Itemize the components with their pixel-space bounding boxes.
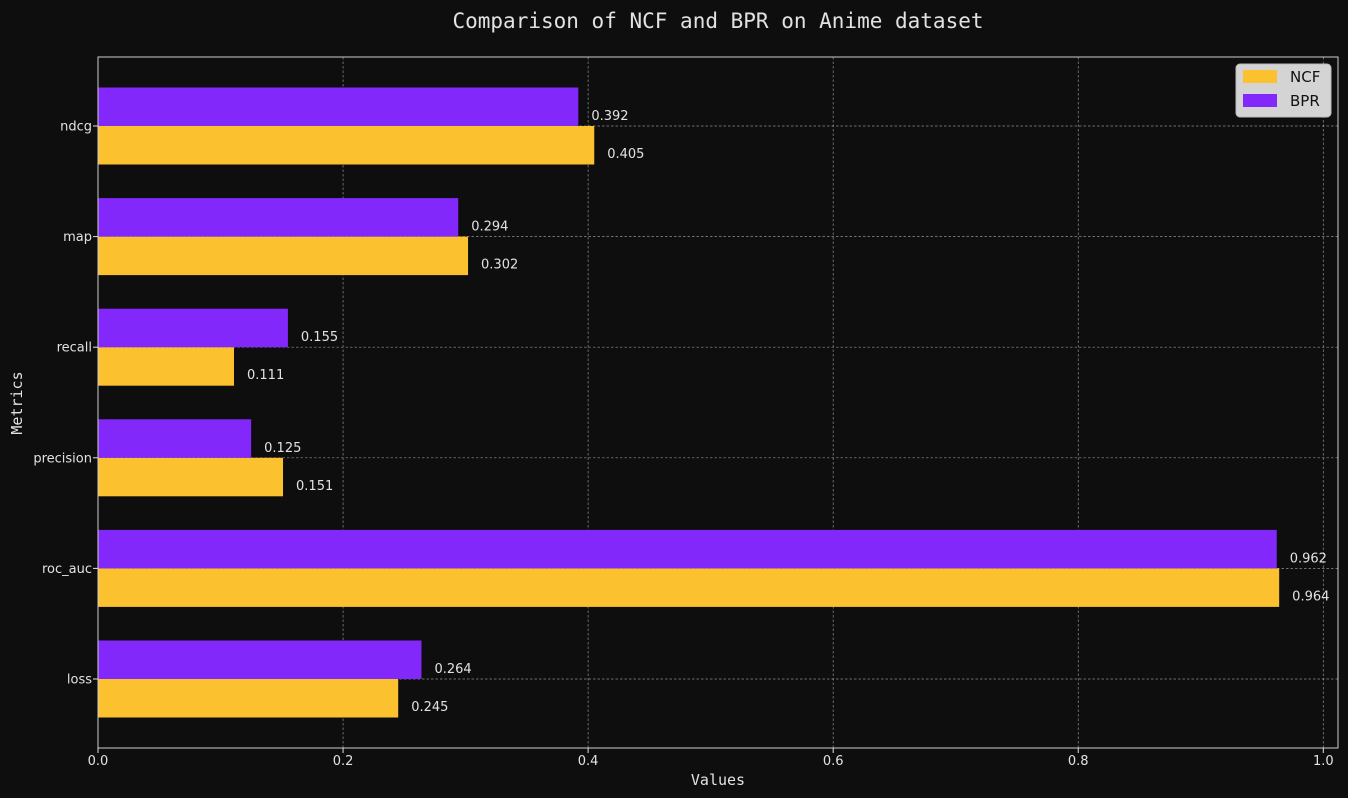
bar-ncf-precision — [98, 457, 284, 497]
value-label-bpr-precision: 0.125 — [264, 441, 301, 456]
plot-area — [98, 57, 1338, 748]
x-tick-label: 0.4 — [578, 754, 599, 769]
bar-ncf-loss — [98, 679, 399, 718]
value-label-ncf-map: 0.302 — [481, 258, 518, 273]
y-axis-label: Metrics — [8, 371, 26, 434]
ticks-layer: 0.0 0.2 0.4 0.6 0.8 1.0 loss roc_auc precision re… — [33, 120, 1333, 770]
bar-bpr-map — [98, 198, 459, 237]
x-axis-label: Values — [691, 771, 745, 789]
plot-frame — [97, 56, 1339, 749]
x-tick-label: 1.0 — [1313, 754, 1334, 769]
x-tick-label: 0.0 — [88, 754, 109, 769]
legend-label-bpr: BPR — [1290, 92, 1320, 110]
bar-bpr-loss — [98, 640, 422, 679]
value-label-bpr-map: 0.294 — [471, 220, 508, 235]
value-label-ncf-ndcg: 0.405 — [607, 147, 644, 162]
x-tick-label: 0.2 — [333, 754, 354, 769]
x-tick-label: 0.8 — [1068, 754, 1089, 769]
value-label-bpr-roc_auc: 0.962 — [1290, 551, 1327, 566]
value-label-ncf-precision: 0.151 — [296, 479, 333, 494]
y-tick-label-loss: loss — [67, 673, 92, 688]
legend-label-ncf: NCF — [1290, 68, 1320, 86]
value-label-bpr-recall: 0.155 — [301, 330, 338, 345]
value-label-ncf-roc_auc: 0.964 — [1292, 589, 1329, 604]
chart-title: Comparison of NCF and BPR on Anime datas… — [452, 9, 983, 33]
legend-swatch-ncf — [1243, 70, 1277, 83]
bar-bpr-precision — [98, 419, 252, 458]
bar-bpr-ndcg — [98, 87, 579, 126]
y-tick-label-ndcg: ndcg — [60, 120, 92, 135]
grid-layer — [98, 57, 1338, 748]
value-labels-layer: 0.245 0.964 0.151 0.111 0.302 0.405 0.264 0.962… — [247, 109, 1329, 715]
bar-bpr-recall — [98, 308, 288, 348]
value-label-bpr-loss: 0.264 — [434, 662, 471, 677]
value-label-ncf-recall: 0.111 — [247, 368, 284, 383]
y-tick-label-recall: recall — [57, 341, 92, 356]
bar-ncf-recall — [98, 347, 235, 386]
bar-ncf-roc_auc — [98, 568, 1280, 607]
legend: NCF BPR — [1235, 63, 1332, 118]
value-label-ncf-loss: 0.245 — [411, 700, 448, 715]
value-label-bpr-ndcg: 0.392 — [591, 109, 628, 124]
bar-ncf-map — [98, 236, 469, 276]
x-tick-label: 0.6 — [823, 754, 844, 769]
y-tick-label-roc_auc: roc_auc — [42, 562, 92, 577]
y-tick-label-map: map — [63, 230, 92, 245]
plot-border — [97, 56, 1339, 749]
y-tick-label-precision: precision — [33, 451, 92, 466]
bars-layer — [98, 87, 1280, 718]
bar-bpr-roc_auc — [98, 529, 1277, 569]
bar-ncf-ndcg — [98, 126, 595, 165]
legend-swatch-bpr — [1243, 94, 1277, 107]
